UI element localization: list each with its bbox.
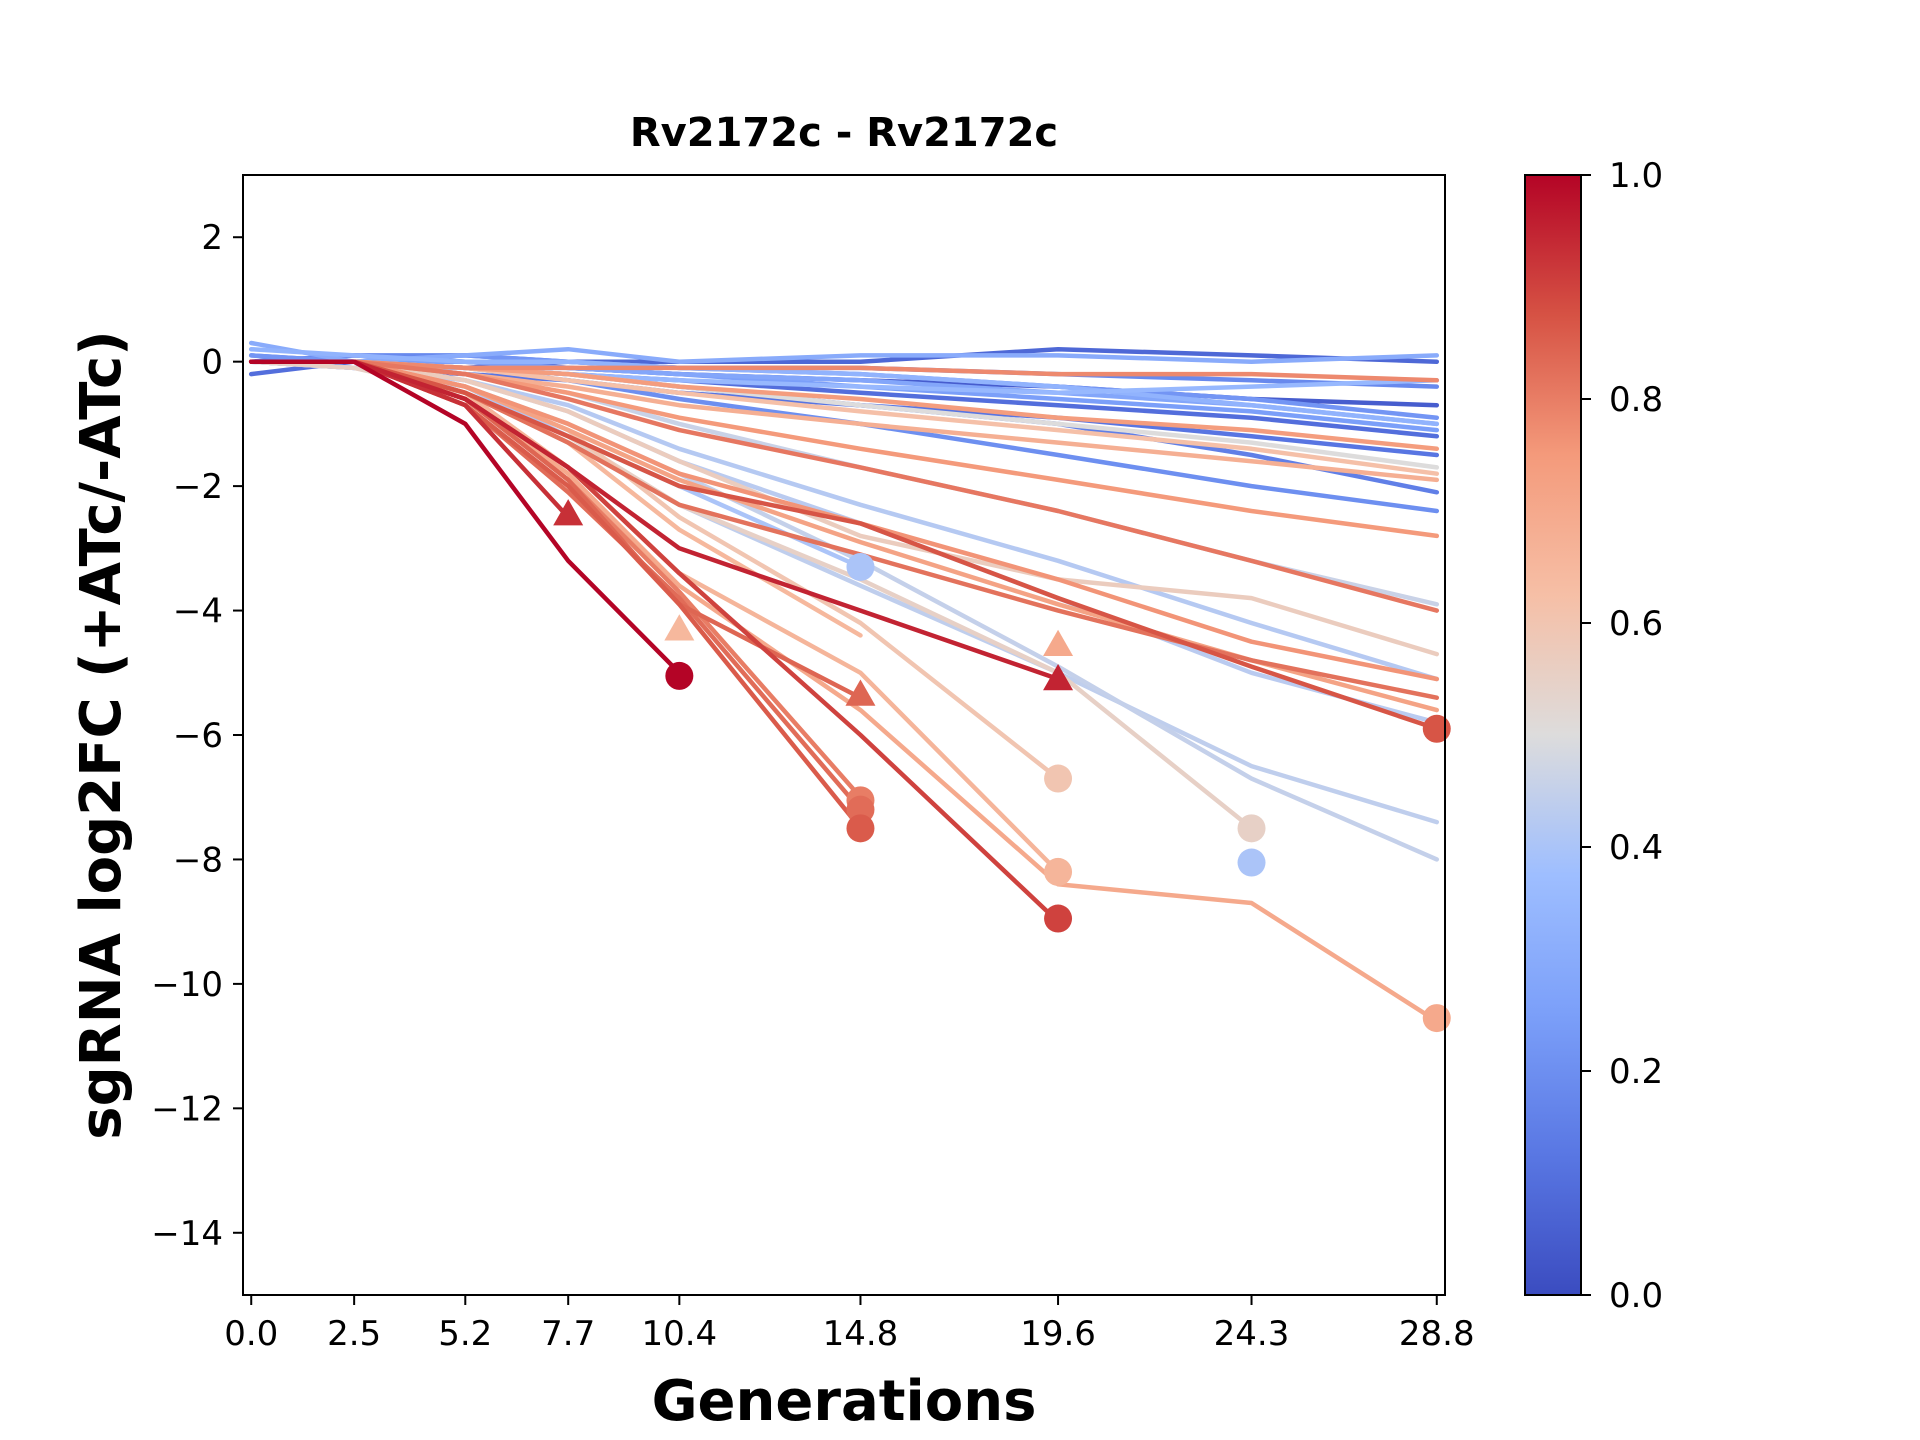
- y-tick-label: −4: [173, 592, 223, 632]
- marker-layer: [553, 499, 1451, 1033]
- x-tick-label: 14.8: [823, 1314, 899, 1354]
- colorbar-tick-label: 0.6: [1609, 604, 1663, 644]
- endpoint-marker-5: [845, 679, 876, 706]
- y-axis-label: sgRNA log2FC (+ATc/-ATc): [69, 330, 134, 1140]
- endpoint-marker-15: [1237, 848, 1266, 877]
- colorbar-tick-label: 1.0: [1609, 156, 1663, 196]
- colorbar-tick-label: 0.4: [1609, 828, 1663, 868]
- x-tick-label: 0.0: [224, 1314, 278, 1354]
- endpoint-marker-4: [846, 553, 875, 581]
- colorbar-axis: 0.0 0.2 0.4 0.6 0.8 1.0: [1581, 156, 1663, 1316]
- endpoint-marker-14: [1237, 814, 1266, 843]
- x-tick-label: 2.5: [327, 1314, 381, 1354]
- y-tick-label: −14: [151, 1214, 223, 1254]
- endpoint-marker-13: [1044, 904, 1073, 933]
- x-tick-label: 10.4: [641, 1314, 717, 1354]
- y-tick-label: −12: [151, 1089, 223, 1129]
- colorbar-tick-label: 0.2: [1609, 1052, 1663, 1092]
- x-tick-label: 7.7: [541, 1314, 595, 1354]
- endpoint-marker-2: [664, 614, 695, 641]
- y-tick-label: −10: [151, 965, 223, 1005]
- y-tick-label: 0: [201, 343, 223, 383]
- endpoint-marker-12: [1044, 857, 1073, 886]
- x-axis-label: Generations: [652, 1369, 1037, 1434]
- colorbar-tick-label: 0.8: [1609, 380, 1663, 420]
- endpoint-marker-3: [665, 661, 694, 690]
- plot-frame: [242, 174, 1446, 1296]
- x-axis: 0.0 2.5 5.2 7.7 10.4 14.8 19.6 24.3 28.8: [224, 1295, 1475, 1354]
- y-tick-label: −8: [173, 840, 223, 880]
- plot-area: [248, 340, 1440, 1024]
- y-tick-label: 2: [201, 218, 223, 258]
- colorbar-tick-label: 0.0: [1609, 1276, 1663, 1316]
- endpoint-marker-9: [1043, 629, 1074, 657]
- endpoint-marker-11: [1044, 764, 1073, 793]
- series-line-35: [248, 359, 1440, 613]
- x-tick-label: 28.8: [1399, 1314, 1475, 1354]
- y-axis: 2 0 −2 −4 −6 −8 −10 −12 −14: [151, 218, 243, 1254]
- endpoint-marker-16: [1422, 714, 1451, 743]
- colorbar: [1524, 174, 1582, 1296]
- series-line-44: [248, 359, 682, 676]
- chart-title: Rv2172c - Rv2172c: [630, 110, 1058, 156]
- endpoint-marker-17: [1422, 1004, 1451, 1033]
- endpoint-marker-8: [846, 814, 875, 843]
- series-line-41: [248, 359, 1061, 924]
- y-tick-label: −6: [173, 716, 223, 756]
- endpoint-marker-10: [1043, 664, 1074, 691]
- x-tick-label: 24.3: [1214, 1314, 1290, 1354]
- x-tick-label: 5.2: [438, 1314, 492, 1354]
- endpoint-marker-1: [553, 499, 584, 526]
- y-tick-label: −2: [173, 467, 223, 507]
- x-tick-label: 19.6: [1020, 1314, 1096, 1354]
